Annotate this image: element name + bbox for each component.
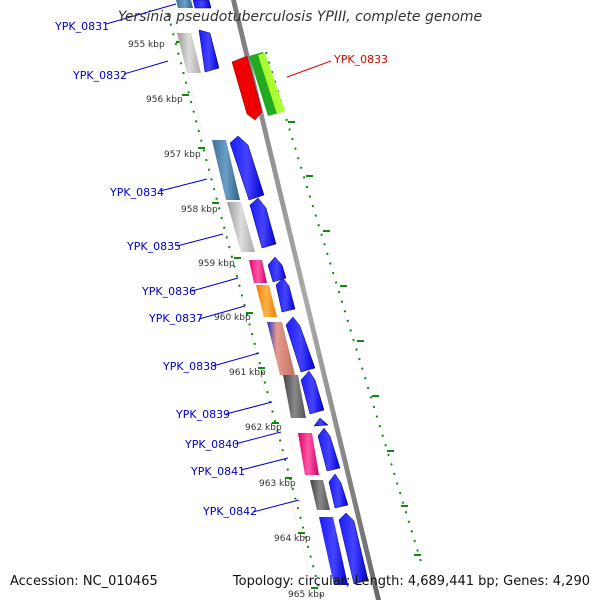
scale-ticks-inner xyxy=(176,41,318,589)
gene-category-box xyxy=(227,202,255,252)
scale-label: 955 kbp xyxy=(128,40,165,50)
gene-category-box xyxy=(249,260,267,283)
gene-label[interactable]: YPK_0831 xyxy=(54,20,109,33)
scale-label: 963 kbp xyxy=(259,479,296,489)
gene-category-box xyxy=(177,33,201,73)
gene-category-box xyxy=(310,480,330,510)
gene-category-box xyxy=(298,433,319,475)
label-leader xyxy=(191,277,239,292)
gene-arrow-icon xyxy=(249,197,277,249)
map-title: Yersinia pseudotuberculosis YPIII, compl… xyxy=(117,9,483,25)
gene-arrow-icon xyxy=(328,473,349,509)
gene-arrow-icon xyxy=(300,370,325,415)
gene-category-box xyxy=(283,375,306,418)
label-leader xyxy=(252,499,300,513)
gene-label[interactable]: YPK_0841 xyxy=(190,465,245,478)
gene-label[interactable]: YPK_0833 xyxy=(333,53,388,66)
scale-label: 956 kbp xyxy=(146,95,183,105)
label-leader xyxy=(286,60,332,78)
scale-dotted-line-inner xyxy=(167,13,322,597)
label-leader xyxy=(105,3,177,25)
gene-label[interactable]: YPK_0842 xyxy=(202,505,257,518)
label-leader xyxy=(159,178,208,192)
scale-label: 965 kbp xyxy=(288,590,325,600)
gene-arrow-icon xyxy=(338,512,369,585)
gene-label[interactable]: YPK_0840 xyxy=(184,438,239,451)
scale-label: 959 kbp xyxy=(198,259,235,269)
gene-category-box xyxy=(176,0,193,8)
scale-label: 958 kbp xyxy=(181,205,218,215)
gene-arrow-icon xyxy=(285,316,316,373)
gene-category-box xyxy=(212,140,240,200)
label-leader xyxy=(212,352,260,367)
scale-label: 962 kbp xyxy=(245,423,282,433)
gene-arrow-icon xyxy=(275,277,296,313)
gene-label[interactable]: YPK_0834 xyxy=(109,186,164,199)
gene-category-box xyxy=(258,53,285,114)
gene-label[interactable]: YPK_0837 xyxy=(148,312,203,325)
gene-arrow-icon xyxy=(229,135,265,201)
gene-arrow-icon xyxy=(313,417,329,427)
scale-label: 961 kbp xyxy=(229,368,266,378)
label-leader xyxy=(198,305,246,320)
scale-label: 964 kbp xyxy=(274,534,311,544)
gene-arrow-icon xyxy=(267,256,287,283)
label-leader xyxy=(123,60,169,75)
gene-label[interactable]: YPK_0838 xyxy=(162,360,217,373)
scale-label: 957 kbp xyxy=(164,150,201,160)
gene-label[interactable]: YPK_0832 xyxy=(72,69,127,82)
label-leader xyxy=(176,233,224,247)
gene-arrow-icon xyxy=(317,427,341,472)
scale-ticks-outer xyxy=(288,121,421,556)
gene-arrow-icon xyxy=(198,29,220,73)
gene-category-box xyxy=(319,517,348,585)
genome-summary-label: Topology: circular; Length: 4,689,441 bp… xyxy=(232,574,590,589)
gene-label[interactable]: YPK_0839 xyxy=(175,408,230,421)
gene-arrow-icon xyxy=(192,0,212,9)
gene-label[interactable]: YPK_0836 xyxy=(141,285,196,298)
scale-label: 960 kbp xyxy=(214,313,251,323)
label-leader xyxy=(234,431,282,445)
label-leader xyxy=(225,401,273,415)
gene-label[interactable]: YPK_0835 xyxy=(126,240,181,253)
gene-category-box xyxy=(256,285,277,317)
accession-label: Accession: NC_010465 xyxy=(10,574,158,589)
gene-arrow-icon xyxy=(231,55,263,121)
genome-backbone xyxy=(231,0,381,600)
gene-category-box xyxy=(267,322,295,375)
label-leader xyxy=(240,457,289,471)
